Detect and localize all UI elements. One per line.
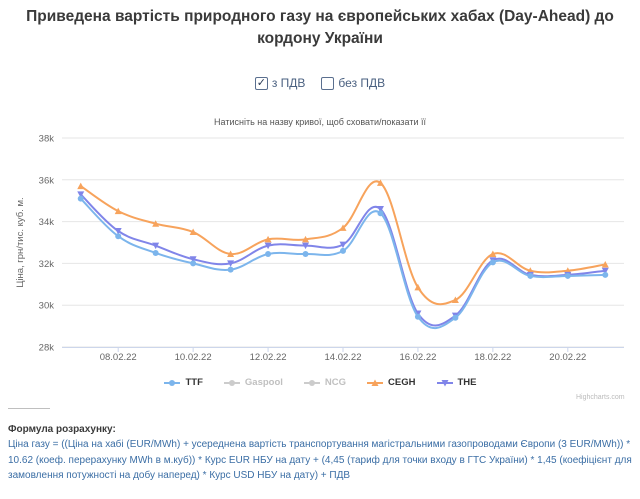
data-point-ttf: [602, 271, 609, 278]
chart-credits[interactable]: Highcharts.com: [576, 394, 625, 401]
data-point-ttf: [190, 260, 197, 267]
legend-label: TTF: [185, 377, 203, 388]
data-point-cegh: [152, 220, 160, 227]
legend-marker-gaspool: [223, 379, 240, 386]
data-point-ttf: [489, 259, 496, 266]
vat-toggle: ✓ з ПДВ без ПДВ: [0, 76, 640, 90]
data-point-ttf: [414, 313, 421, 320]
formula-body: Ціна газу = ((Ціна на хабі (EUR/MWh) + у…: [8, 439, 632, 481]
without-vat-label: без ПДВ: [338, 76, 386, 90]
with-vat-checkbox[interactable]: ✓: [254, 76, 268, 90]
x-tick-label: 10.02.22: [175, 352, 212, 363]
data-point-cegh: [601, 260, 609, 268]
data-point-the: [376, 206, 384, 213]
x-tick-label: 20.02.22: [549, 352, 586, 363]
data-point-ttf: [527, 272, 534, 279]
data-point-cegh: [489, 250, 497, 257]
data-point-cegh: [302, 235, 310, 243]
legend-marker-ncg: [303, 379, 320, 386]
data-point-ttf: [115, 233, 122, 240]
data-point-cegh: [114, 207, 122, 215]
data-point-ttf: [227, 266, 234, 273]
y-axis-title: Ціна, грн/тис. куб. м.: [15, 197, 26, 287]
without-vat-option[interactable]: без ПДВ: [321, 76, 385, 90]
line-chart: 28k 30k 32k 34k 36k 38k 08.02.22 10.02.22 12.02.…: [15, 134, 624, 363]
chart-legend: TTF Gaspool NCG CEGH THE: [0, 377, 640, 388]
formula-text: Ціна газу = ((Ціна на хабі (EUR/MWh) + у…: [8, 437, 634, 484]
y-tick-label: 28k: [39, 343, 55, 354]
data-point-ttf: [77, 195, 84, 202]
legend-label: THE: [457, 377, 477, 388]
page-title: Приведена вартість природного газу на єв…: [26, 8, 614, 47]
data-point-cegh: [376, 179, 384, 186]
data-point-the: [114, 228, 122, 235]
x-tick-label: 16.02.22: [399, 352, 436, 363]
legend-item-gaspool[interactable]: Gaspool: [223, 377, 283, 388]
data-point-the: [264, 242, 272, 250]
data-point-cegh: [414, 283, 422, 291]
y-tick-label: 30k: [39, 301, 55, 312]
y-tick-label: 32k: [39, 259, 55, 270]
data-point-the: [339, 241, 347, 249]
chart-hint: Натисніть на назву кривої, щоб сховати/п…: [214, 117, 426, 127]
data-point-the: [152, 242, 160, 250]
data-point-the: [227, 260, 235, 267]
data-point-the: [189, 256, 197, 263]
data-point-cegh: [77, 182, 85, 190]
divider: [8, 408, 50, 409]
x-tick-label: 18.02.22: [474, 352, 511, 363]
data-point-ttf: [302, 250, 309, 257]
formula-heading: Формула розрахунку:: [8, 424, 116, 435]
legend-marker-ttf: [164, 379, 181, 386]
legend-item-ncg[interactable]: NCG: [303, 377, 346, 388]
x-tick-label: 08.02.22: [100, 352, 137, 363]
data-point-the: [302, 242, 310, 250]
legend-marker-the: [436, 379, 453, 386]
series-line-cegh: [80, 180, 606, 306]
data-point-cegh: [339, 224, 347, 231]
legend-label: NCG: [324, 377, 347, 388]
legend-marker-cegh: [367, 379, 384, 386]
with-vat-option[interactable]: ✓ з ПДВ: [254, 76, 306, 90]
legend-item-the[interactable]: THE: [436, 377, 477, 388]
data-point-ttf: [377, 210, 384, 217]
data-point-cegh: [189, 228, 197, 236]
legend-label: Gaspool: [244, 377, 283, 388]
legend-label: CEGH: [388, 377, 416, 388]
legend-item-ttf[interactable]: TTF: [163, 377, 203, 388]
data-point-cegh: [227, 250, 235, 257]
data-point-ttf: [340, 247, 346, 254]
x-tick-label: 14.02.22: [325, 352, 362, 363]
y-tick-label: 38k: [39, 134, 55, 145]
series-line-ttf: [80, 197, 606, 329]
data-point-ttf: [564, 272, 571, 279]
data-point-ttf: [452, 314, 459, 321]
data-point-cegh: [451, 296, 459, 303]
data-point-the: [77, 191, 85, 198]
data-point-cegh: [264, 235, 272, 243]
y-tick-label: 36k: [39, 175, 55, 186]
data-point-the: [601, 267, 609, 275]
legend-item-cegh[interactable]: CEGH: [366, 377, 416, 388]
with-vat-label: з ПДВ: [271, 76, 306, 90]
data-point-ttf: [265, 250, 272, 257]
y-tick-label: 34k: [39, 217, 55, 228]
series-line-the: [80, 193, 606, 327]
x-tick-label: 12.02.22: [250, 352, 287, 363]
without-vat-checkbox[interactable]: [321, 76, 335, 90]
data-point-ttf: [152, 249, 159, 256]
